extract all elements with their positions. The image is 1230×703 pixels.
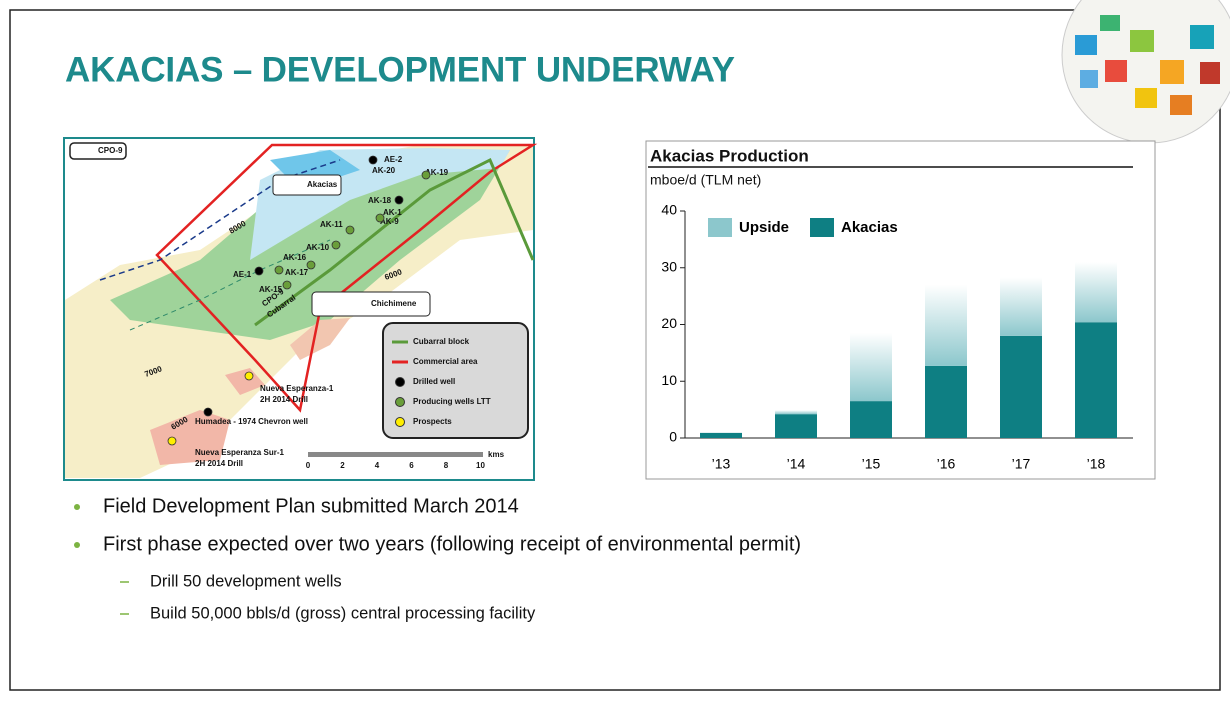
bar-segment: [925, 284, 967, 366]
bar-segment: [775, 410, 817, 415]
map-legend-label: Cubarral block: [413, 337, 470, 346]
legend-label: Akacias: [841, 219, 898, 236]
legend-swatch: [395, 397, 405, 407]
map-label: AE-1: [233, 270, 252, 279]
map-label: AK-20: [372, 166, 396, 175]
y-tick-label: 10: [661, 372, 677, 388]
bar-segment: [1000, 277, 1042, 336]
slide-title: AKACIAS – DEVELOPMENT UNDERWAY: [65, 50, 735, 89]
bar-segment: [1075, 322, 1117, 438]
y-tick-label: 0: [669, 429, 677, 445]
well-marker: [345, 225, 355, 235]
y-tick-label: 40: [661, 202, 677, 218]
sub-bullet-text: Build 50,000 bbls/d (gross) central proc…: [150, 604, 536, 622]
slide-frame: [9, 9, 1221, 691]
bar-segment: [925, 365, 967, 438]
map-label: AK-16: [283, 253, 307, 262]
map-label: AK-17: [285, 268, 309, 277]
map-label: AK-18: [368, 196, 392, 205]
y-tick-label: 20: [661, 315, 677, 331]
well-marker: [306, 260, 316, 270]
scale-unit: kms: [488, 450, 505, 459]
well-marker: [203, 407, 213, 417]
bar-segment: [1000, 335, 1042, 438]
scale-tick: 0: [306, 461, 311, 470]
x-tick-label: ’15: [862, 456, 881, 472]
scale-tick: 2: [340, 461, 345, 470]
bullet-marker: [74, 504, 80, 510]
globe-decoration: [1061, 0, 1230, 144]
bar-segment: [1075, 262, 1117, 323]
map-label: AK-10: [306, 243, 330, 252]
scale-tick: 8: [444, 461, 449, 470]
bullet-text: Field Development Plan submitted March 2…: [103, 495, 519, 517]
map-label: AE-2: [384, 155, 403, 164]
bar-segment: [700, 432, 742, 438]
map-label: AK-15: [259, 285, 283, 294]
x-tick-label: ’17: [1012, 456, 1031, 472]
legend-swatch: [395, 377, 405, 387]
scale-tick: 10: [476, 461, 485, 470]
legend-label: Upside: [739, 219, 789, 236]
x-tick-label: ’13: [712, 456, 731, 472]
well-marker: [244, 371, 254, 381]
map-label: Nueva Esperanza-1: [260, 384, 334, 393]
map-legend-label: Prospects: [413, 417, 452, 426]
y-tick-label: 30: [661, 258, 677, 274]
map: CPO-9 Akacias AE-2 AK-20 AK-19 AK-18 AK-1AK-9 A…: [63, 137, 538, 481]
x-tick-label: ’16: [937, 456, 956, 472]
y-axis-label: mboe/d (TLM net): [650, 172, 761, 188]
map-label: Nueva Esperanza Sur-1: [195, 448, 284, 457]
legend-swatch: [395, 417, 405, 427]
map-label: 2H 2014 Drill: [195, 459, 243, 468]
well-marker: [394, 195, 404, 205]
map-legend-label: Producing wells LTT: [413, 397, 491, 406]
well-marker: [274, 265, 284, 275]
map-label: Humadea - 1974 Chevron well: [195, 417, 308, 426]
well-marker: [368, 155, 378, 165]
bullets: Field Development Plan submitted March 2…: [74, 495, 801, 622]
sub-bullet-text: Drill 50 development wells: [150, 572, 342, 590]
map-label: AK-1: [383, 208, 402, 217]
x-tick-label: ’14: [787, 456, 806, 472]
scale-tick: 6: [409, 461, 414, 470]
chart-title: Akacias Production: [650, 146, 809, 165]
bullet-text: First phase expected over two years (fol…: [103, 533, 801, 555]
bar-segment: [850, 333, 892, 402]
map-legend-label: Commercial area: [413, 357, 478, 366]
map-label: 2H 2014 Drill: [260, 395, 308, 404]
map-label: AK-9: [380, 217, 399, 226]
bar-segment: [775, 414, 817, 438]
well-marker: [167, 436, 177, 446]
legend-swatch: [810, 218, 834, 237]
chart: Akacias Production mboe/d (TLM net): [645, 140, 1156, 480]
map-legend-label: Drilled well: [413, 377, 455, 386]
map-label: AK-11: [320, 220, 343, 229]
well-marker: [254, 266, 264, 276]
well-marker: [331, 240, 341, 250]
map-label: AK-19: [425, 168, 449, 177]
map-label: Akacias: [307, 180, 338, 189]
legend-swatch: [708, 218, 732, 237]
well-marker: [282, 280, 292, 290]
well-marker: [421, 170, 431, 180]
bullet-marker: [74, 542, 80, 548]
chart-frame: [645, 140, 1156, 480]
map-label: CPO-9: [98, 146, 123, 155]
well-marker: [375, 213, 385, 223]
x-tick-label: ’18: [1087, 456, 1106, 472]
map-label: Chichimene: [371, 299, 417, 308]
scale-tick: 4: [375, 461, 380, 470]
bar-segment: [850, 401, 892, 438]
